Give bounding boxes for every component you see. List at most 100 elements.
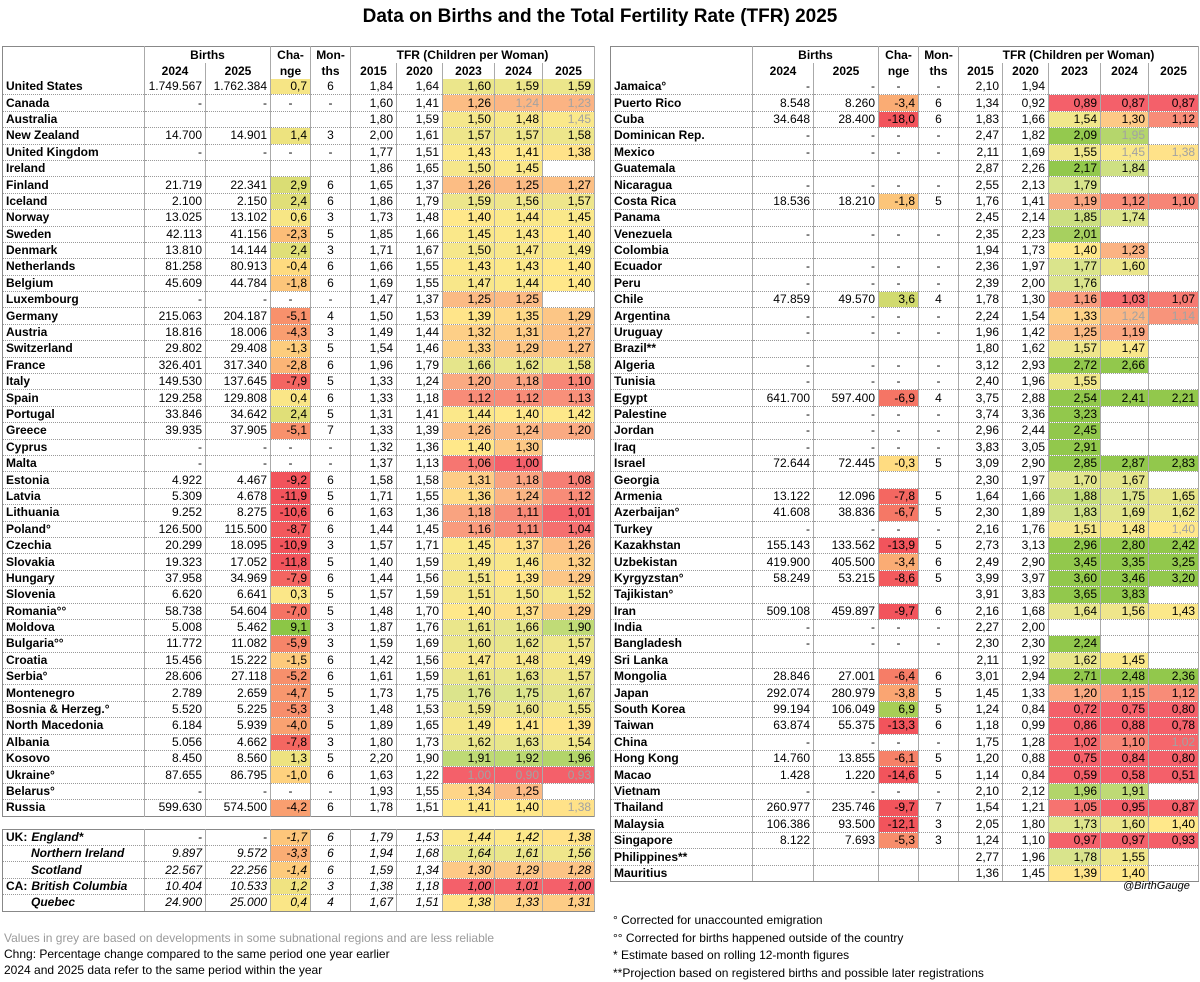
tfr-2024-cell: 0,95 (1101, 800, 1149, 816)
tfr-2020-cell: 1,66 (1003, 111, 1049, 127)
months-cell: 5 (919, 570, 959, 586)
births-2025-cell: 14.901 (206, 128, 271, 144)
tfr-2025-cell: 1,02 (1149, 734, 1199, 750)
change-cell: -7,8 (271, 734, 311, 750)
tfr-2015-cell: 1,69 (351, 275, 397, 291)
tfr-2015-cell: 1,48 (351, 603, 397, 619)
spacer-row (3, 816, 595, 829)
tfr-2023-cell: 1,25 (1049, 324, 1101, 340)
tfr-2020-cell: 1,22 (397, 767, 443, 783)
births-2025-cell: 17.052 (206, 554, 271, 570)
tfr-2015-cell: 1,71 (351, 488, 397, 504)
months-cell: 7 (919, 800, 959, 816)
change-cell: -18,0 (879, 111, 919, 127)
births-2025-cell: 44.784 (206, 275, 271, 291)
tfr-2023-cell: 1,44 (443, 406, 495, 422)
births-2025-cell: 235.746 (814, 800, 879, 816)
tfr-2023-cell: 1,64 (1049, 603, 1101, 619)
tfr-2024-cell: 2,66 (1101, 357, 1149, 373)
months-cell: 6 (311, 390, 351, 406)
change-cell (879, 865, 919, 881)
country-name: Spain (3, 390, 145, 406)
births-2025-cell: 14.144 (206, 242, 271, 258)
tfr-2015-cell: 1,71 (351, 242, 397, 258)
births-2024-cell: 641.700 (753, 390, 814, 406)
births-2025-cell: - (814, 128, 879, 144)
tfr-2024-cell (1101, 423, 1149, 439)
change-cell: -10,6 (271, 505, 311, 521)
months-cell: 3 (311, 878, 351, 894)
header-change: Cha- (879, 47, 919, 64)
tfr-2015-cell: 2,87 (959, 160, 1003, 176)
tfr-2020-cell: 1,59 (397, 587, 443, 603)
note-double-degree: °° Corrected for births happened outside… (613, 930, 984, 948)
tfr-2024-cell: 1,25 (495, 177, 543, 193)
country-name: Peru (611, 275, 753, 291)
country-name: Palestine (611, 406, 753, 422)
tfr-2023-cell: 1,54 (1049, 111, 1101, 127)
tfr-2015-cell: 1,63 (351, 767, 397, 783)
births-2025-cell: 405.500 (814, 554, 879, 570)
country-name: Romania°° (3, 603, 145, 619)
change-cell: -2,3 (271, 226, 311, 242)
tfr-2023-cell: 3,45 (1049, 554, 1101, 570)
change-cell: - (879, 177, 919, 193)
months-cell (919, 587, 959, 603)
tfr-2020-cell: 1,21 (1003, 800, 1049, 816)
change-cell: 0,6 (271, 210, 311, 226)
tfr-2024-cell: 1,67 (1101, 472, 1149, 488)
tfr-2020-cell: 1,56 (397, 652, 443, 668)
births-2024-cell: - (753, 357, 814, 373)
header-births-2025: 2025 (814, 63, 879, 79)
change-cell: -0,4 (271, 259, 311, 275)
tfr-2025-cell: 1,32 (543, 554, 595, 570)
months-cell: 6 (311, 862, 351, 878)
months-cell: 5 (919, 685, 959, 701)
births-2024-cell: 20.299 (145, 537, 206, 553)
tfr-2015-cell: 2,10 (959, 79, 1003, 95)
births-2025-cell: - (206, 144, 271, 160)
tfr-2023-cell: 0,89 (1049, 95, 1101, 111)
births-2025-cell (814, 849, 879, 865)
header-births-2024: 2024 (753, 63, 814, 79)
country-name: United States (3, 79, 145, 95)
months-cell: 6 (311, 177, 351, 193)
tfr-2023-cell: 1,40 (1049, 242, 1101, 258)
tfr-2020-cell: 1,82 (1003, 128, 1049, 144)
tfr-2015-cell: 1,86 (351, 193, 397, 209)
change-cell: -11,9 (271, 488, 311, 504)
tfr-2020-cell: 1,34 (397, 862, 443, 878)
months-cell: 4 (919, 390, 959, 406)
tfr-2020-cell: 1,68 (397, 845, 443, 861)
months-cell: 5 (311, 341, 351, 357)
tfr-2020-cell: 1,51 (397, 800, 443, 816)
births-2025-cell: 574.500 (206, 800, 271, 816)
tfr-2025-cell: 2,83 (1149, 455, 1199, 471)
months-cell: 6 (311, 505, 351, 521)
tfr-2024-cell: 1,66 (495, 619, 543, 635)
months-cell (919, 210, 959, 226)
change-cell: -12,1 (879, 816, 919, 832)
tfr-2024-cell: 1,84 (1101, 160, 1149, 176)
tfr-2023-cell: 1,16 (443, 521, 495, 537)
tfr-2020-cell: 1,79 (397, 357, 443, 373)
tfr-2024-cell: 1,60 (1101, 816, 1149, 832)
change-cell: -2,8 (271, 357, 311, 373)
change-cell: -5,1 (271, 308, 311, 324)
births-2024-cell: - (753, 128, 814, 144)
country-name: Jamaica° (611, 79, 753, 95)
